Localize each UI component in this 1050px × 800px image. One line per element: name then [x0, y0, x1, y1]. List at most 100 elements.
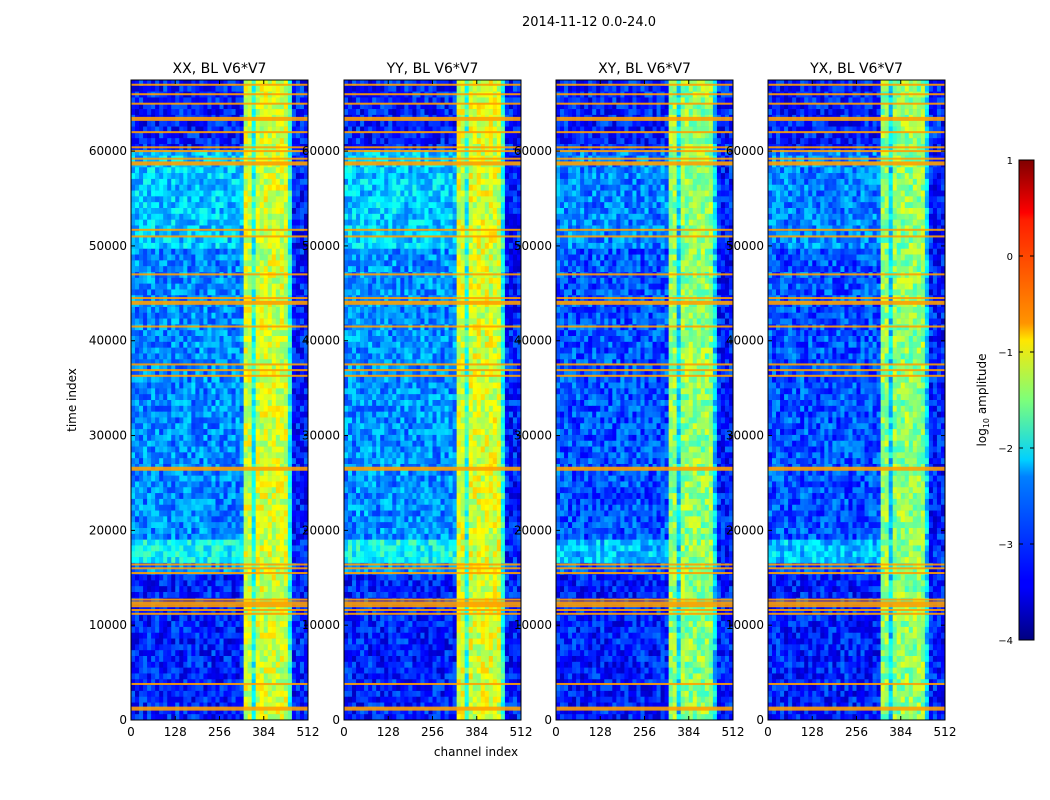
heatmap-cell	[143, 400, 148, 407]
heatmap-cell	[267, 469, 273, 476]
heatmap-cell	[235, 359, 240, 366]
heatmap-cell	[251, 318, 256, 325]
heatmap-cell	[135, 242, 140, 250]
heatmap-cell	[135, 609, 140, 616]
heatmap-cell	[199, 394, 204, 401]
heatmap-cell	[187, 661, 192, 668]
heatmap-cell	[295, 656, 301, 663]
heatmap-cell	[131, 475, 136, 482]
heatmap-cell	[175, 289, 180, 296]
heatmap-cell	[183, 696, 188, 703]
heatmap-cell	[275, 632, 281, 639]
heatmap-cell	[175, 405, 180, 412]
heatmap-cell	[251, 289, 256, 296]
heatmap-cell	[199, 679, 204, 686]
heatmap-cell	[283, 382, 289, 389]
heatmap-cell	[239, 173, 244, 180]
heatmap-cell	[259, 109, 265, 116]
heatmap-cell	[143, 411, 148, 418]
heatmap-cell	[247, 336, 252, 343]
heatmap-cell	[155, 469, 160, 476]
heatmap-cell	[251, 708, 256, 715]
heatmap-cell	[207, 359, 212, 366]
heatmap-cell	[203, 545, 208, 552]
heatmap-cell	[271, 632, 277, 639]
heatmap-cell	[295, 429, 301, 436]
heatmap-cell	[259, 248, 265, 255]
heatmap-cell	[223, 667, 228, 674]
heatmap-cell	[239, 330, 244, 337]
heatmap-cell	[295, 574, 301, 581]
heatmap-cell	[291, 213, 297, 220]
heatmap-cell	[239, 557, 244, 564]
heatmap-cell	[291, 417, 297, 424]
heatmap-cell	[131, 365, 136, 372]
heatmap-cell	[191, 656, 196, 663]
heatmap-cell	[187, 283, 192, 290]
heatmap-cell	[231, 452, 236, 459]
heatmap-cell	[263, 440, 269, 447]
heatmap-cell	[191, 126, 196, 133]
heatmap-cell	[259, 260, 265, 267]
heatmap-cell	[223, 638, 228, 645]
heatmap-cell	[227, 714, 232, 721]
heatmap-cell	[159, 289, 164, 296]
heatmap-cell	[223, 289, 228, 296]
heatmap-cell	[239, 574, 244, 581]
heatmap-cell	[239, 341, 244, 348]
heatmap-cell	[199, 458, 204, 465]
heatmap-cell	[195, 440, 200, 447]
heatmap-cell	[227, 254, 232, 261]
heatmap-cell	[231, 254, 236, 261]
heatmap-cell	[247, 167, 252, 174]
heatmap-cell	[155, 539, 160, 546]
heatmap-cell	[255, 510, 261, 517]
heatmap-cell	[247, 562, 252, 570]
heatmap-cell	[155, 80, 160, 87]
heatmap-cell	[195, 685, 200, 692]
heatmap-cell	[191, 260, 196, 267]
heatmap-cell	[211, 440, 216, 447]
heatmap-cell	[428, 80, 433, 87]
heatmap-cell	[143, 190, 148, 197]
heatmap-cell	[251, 254, 256, 261]
heatmap-cell	[167, 109, 172, 116]
heatmap-cell	[263, 557, 269, 564]
heatmap-cell	[199, 621, 204, 628]
heatmap-cell	[279, 202, 285, 209]
heatmap-cell	[195, 330, 200, 337]
heatmap-cell	[295, 213, 301, 220]
heatmap-cell	[275, 318, 281, 325]
heatmap-cell	[187, 574, 192, 581]
heatmap-cell	[151, 562, 156, 570]
heatmap-cell	[263, 85, 269, 92]
heatmap-cell	[147, 289, 152, 296]
heatmap-cell	[139, 353, 144, 360]
heatmap-cell	[155, 353, 160, 360]
heatmap-cell	[259, 184, 265, 191]
heatmap-cell	[175, 656, 180, 663]
heatmap-cell	[159, 597, 164, 604]
heatmap-cell	[227, 458, 232, 465]
heatmap-cell	[135, 557, 140, 564]
heatmap-cell	[215, 318, 220, 325]
heatmap-cell	[203, 353, 208, 360]
heatmap-cell	[227, 429, 232, 436]
heatmap-cell	[139, 673, 144, 680]
heatmap-cell	[183, 708, 188, 715]
heatmap-cell	[231, 545, 236, 552]
heatmap-cell	[271, 673, 277, 680]
heatmap-cell	[360, 85, 365, 92]
heatmap-cell	[195, 708, 200, 715]
heatmap-cell	[215, 347, 220, 354]
heatmap-cell	[131, 510, 136, 517]
heatmap-cell	[287, 120, 293, 127]
heatmap-cell	[279, 592, 285, 599]
heatmap-cell	[275, 673, 281, 680]
heatmap-cell	[195, 312, 200, 319]
heatmap-cell	[303, 545, 309, 552]
heatmap-cell	[219, 679, 224, 686]
heatmap-cell	[171, 539, 176, 546]
heatmap-cell	[243, 650, 248, 657]
heatmap-cell	[279, 289, 285, 296]
